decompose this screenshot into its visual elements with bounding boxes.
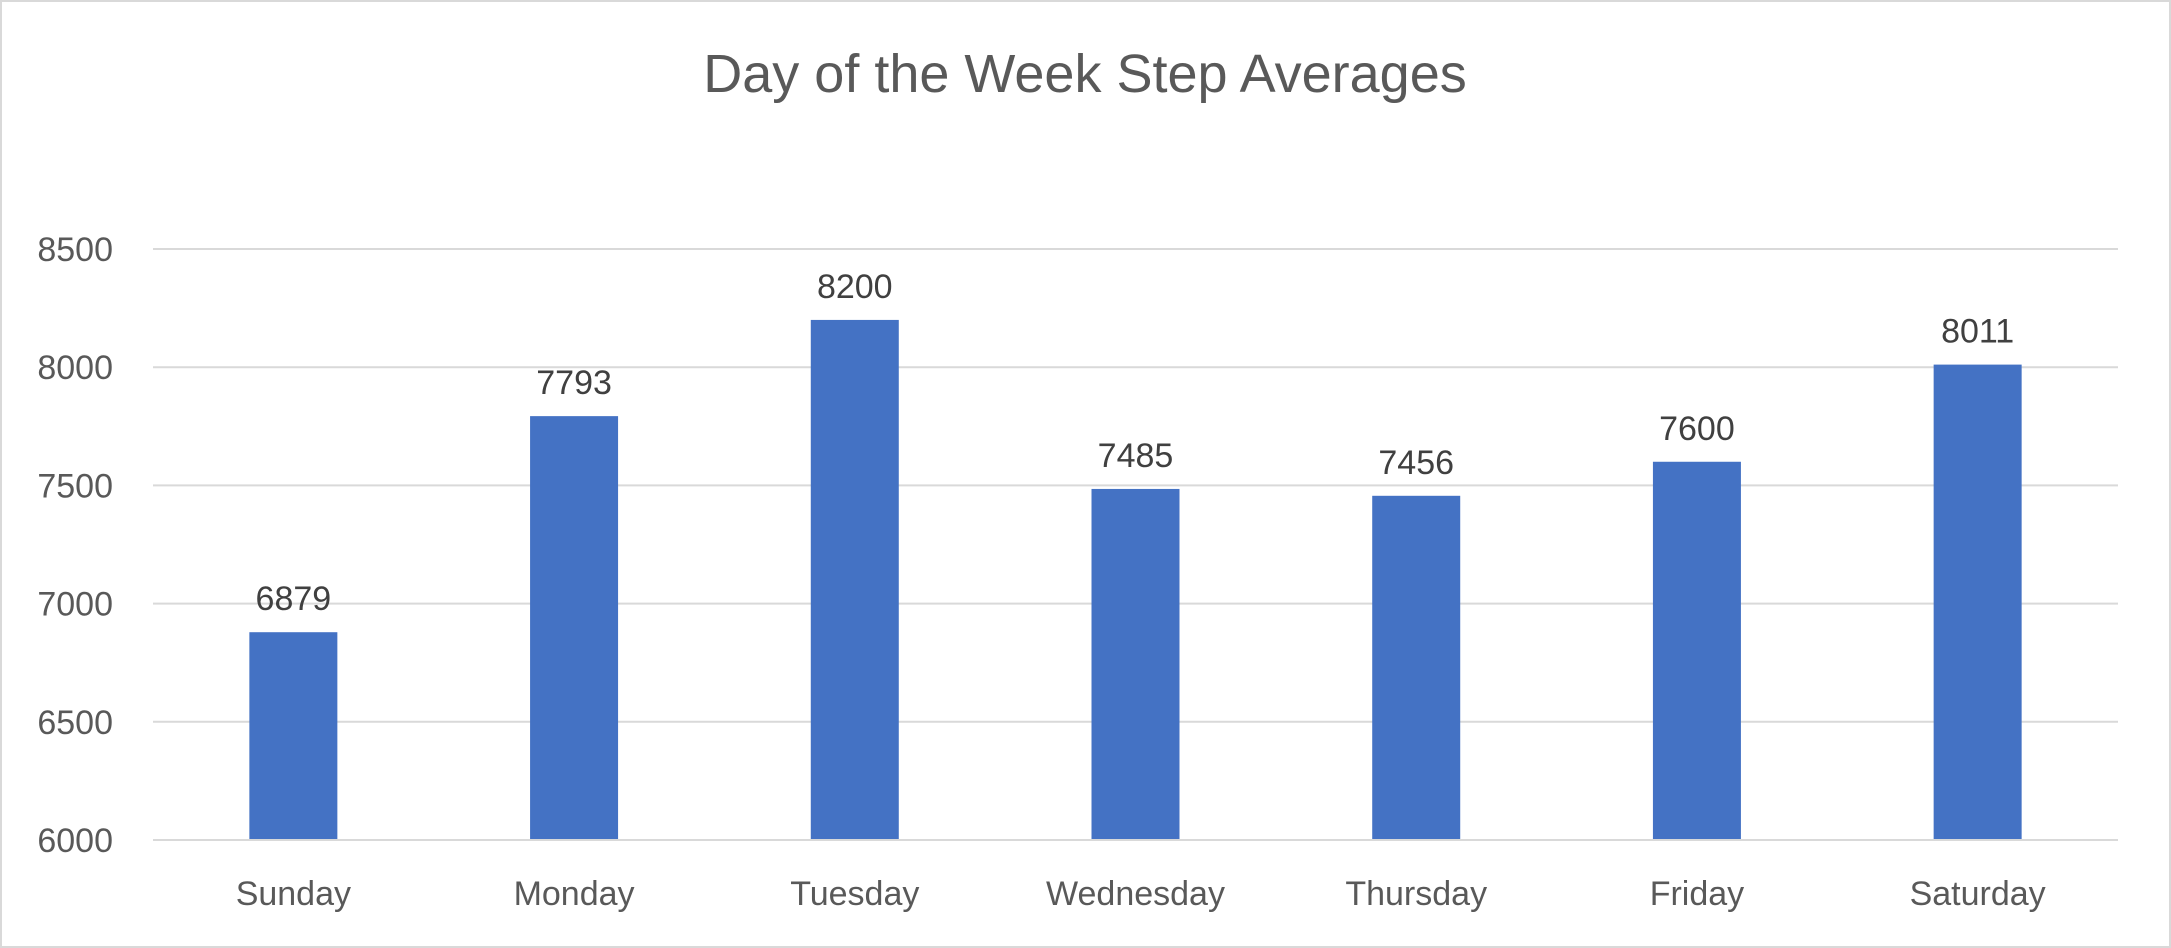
x-tick-label: Wednesday [1046, 875, 1225, 913]
x-tick-label: Saturday [1910, 875, 2046, 913]
data-label: 8200 [817, 268, 893, 306]
x-tick-label: Sunday [236, 875, 351, 913]
y-tick-label: 6000 [37, 822, 113, 860]
bars [249, 319, 2022, 840]
y-tick-label: 7500 [37, 467, 113, 505]
x-axis-ticks: Sunday Monday Tuesday Wednesday Thursday Frid… [236, 875, 2046, 913]
data-label: 7600 [1659, 410, 1735, 448]
bar-monday [530, 416, 619, 840]
y-tick-label: 6500 [37, 704, 113, 742]
bar-wednesday [1091, 488, 1180, 840]
x-tick-label: Thursday [1345, 875, 1487, 913]
x-tick-label: Friday [1650, 875, 1744, 913]
y-tick-label: 8500 [37, 231, 113, 269]
y-axis-ticks: 6000 6500 7000 7500 8000 8500 [37, 231, 113, 860]
data-label: 7485 [1098, 437, 1174, 475]
x-tick-label: Monday [514, 875, 635, 913]
x-tick-label: Tuesday [790, 875, 919, 913]
data-label: 7456 [1378, 444, 1454, 482]
bar-saturday [1933, 364, 2022, 840]
bar-friday [1652, 461, 1741, 840]
y-tick-label: 7000 [37, 586, 113, 624]
data-label: 7793 [536, 364, 612, 402]
data-labels: 6879 7793 8200 7485 7456 7600 8011 [256, 268, 2015, 618]
data-label: 6879 [256, 580, 332, 618]
data-label: 8011 [1941, 313, 2014, 351]
bar-tuesday [810, 319, 899, 840]
bar-thursday [1372, 495, 1461, 840]
y-tick-label: 8000 [37, 349, 113, 387]
bar-sunday [249, 632, 338, 840]
chart-title: Day of the Week Step Averages [703, 44, 1466, 104]
